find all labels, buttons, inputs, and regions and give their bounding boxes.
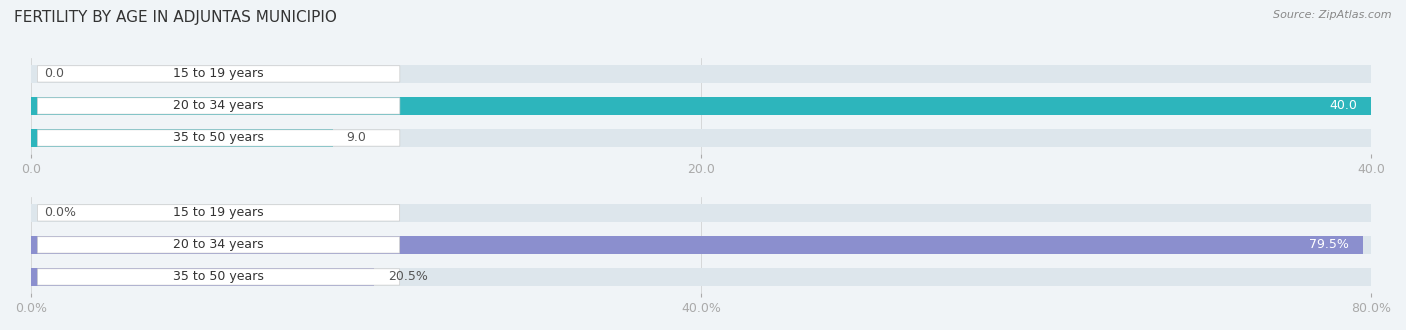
FancyBboxPatch shape xyxy=(38,269,399,285)
Text: 9.0: 9.0 xyxy=(346,131,366,145)
Bar xyxy=(31,65,1371,83)
Bar xyxy=(31,268,374,286)
Bar xyxy=(31,236,1362,254)
FancyBboxPatch shape xyxy=(38,130,399,146)
FancyBboxPatch shape xyxy=(38,98,399,114)
Text: 35 to 50 years: 35 to 50 years xyxy=(173,271,264,283)
Text: 35 to 50 years: 35 to 50 years xyxy=(173,131,264,145)
Text: 15 to 19 years: 15 to 19 years xyxy=(173,67,264,81)
Bar xyxy=(31,129,1371,147)
Text: 0.0: 0.0 xyxy=(45,67,65,81)
Text: 40.0: 40.0 xyxy=(1330,99,1358,113)
Bar xyxy=(31,129,332,147)
Text: FERTILITY BY AGE IN ADJUNTAS MUNICIPIO: FERTILITY BY AGE IN ADJUNTAS MUNICIPIO xyxy=(14,10,337,25)
Text: 0.0%: 0.0% xyxy=(45,206,76,219)
Text: 15 to 19 years: 15 to 19 years xyxy=(173,206,264,219)
Bar xyxy=(31,97,1371,115)
Bar xyxy=(31,236,1371,254)
Bar xyxy=(31,204,1371,222)
Bar xyxy=(31,97,1371,115)
Text: Source: ZipAtlas.com: Source: ZipAtlas.com xyxy=(1274,10,1392,20)
Text: 79.5%: 79.5% xyxy=(1309,238,1350,251)
FancyBboxPatch shape xyxy=(38,205,399,221)
Text: 20.5%: 20.5% xyxy=(388,271,427,283)
FancyBboxPatch shape xyxy=(38,237,399,253)
FancyBboxPatch shape xyxy=(38,66,399,82)
Text: 20 to 34 years: 20 to 34 years xyxy=(173,99,264,113)
Text: 20 to 34 years: 20 to 34 years xyxy=(173,238,264,251)
Bar xyxy=(31,268,1371,286)
